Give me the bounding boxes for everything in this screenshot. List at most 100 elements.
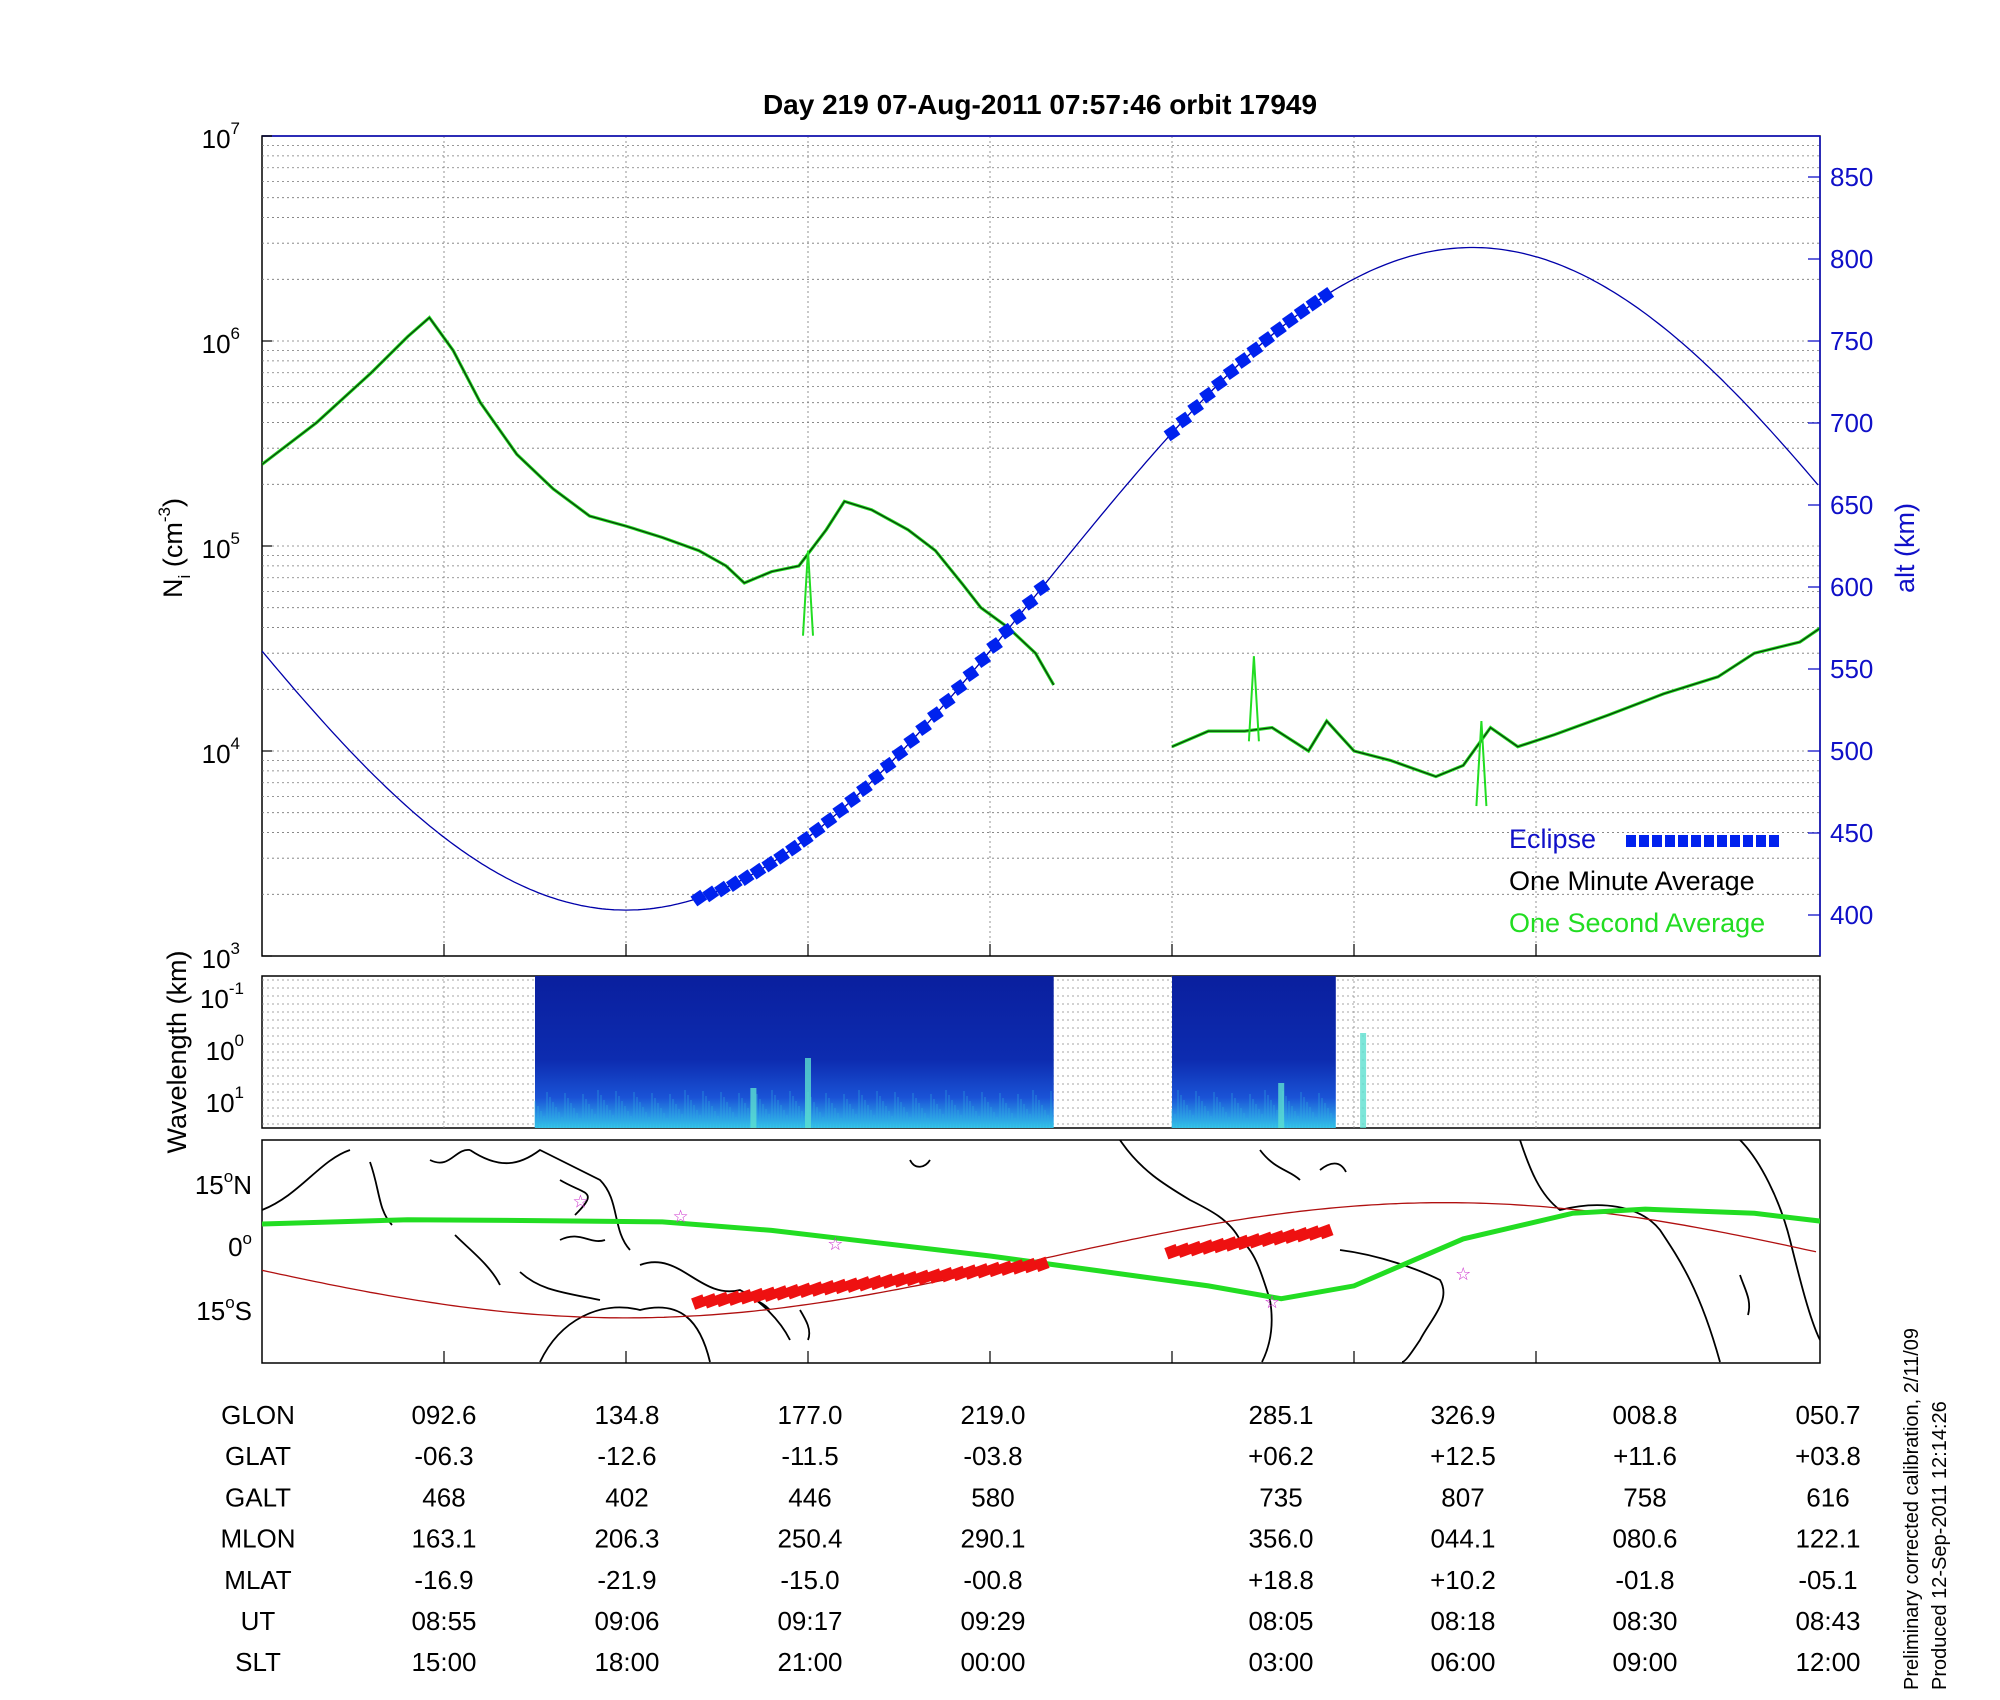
eclipse-marker (690, 889, 708, 907)
one-minute-average-line (262, 316, 1055, 686)
track-eclipse-marker (904, 1270, 920, 1287)
track-eclipse-marker (821, 1280, 837, 1296)
spectrogram-hotspot (1360, 1033, 1367, 1128)
table-cell: 03:00 (1248, 1647, 1313, 1677)
track-eclipse-marker (738, 1289, 754, 1305)
legend-eclipse-marker (1743, 835, 1753, 847)
spectrogram-hotspot (1278, 1083, 1285, 1128)
one-second-spike (1475, 720, 1488, 807)
eclipse-marker (1246, 341, 1264, 359)
track-eclipse-marker (1258, 1231, 1275, 1247)
track-eclipse-marker (951, 1265, 967, 1282)
latitude-label: 15oN (195, 1167, 252, 1200)
map-vertical-ticks (443, 1351, 1537, 1363)
ion-density-series (262, 315, 1820, 807)
track-eclipse-marker (1282, 1228, 1298, 1244)
track-eclipse-marker (986, 1261, 1003, 1278)
table-cell: 122.1 (1795, 1524, 1860, 1554)
eclipse-marker (844, 791, 861, 808)
track-eclipse-marker (691, 1294, 707, 1310)
spectrogram-block (1172, 976, 1336, 1128)
legend-eclipse-marker (1730, 835, 1740, 847)
eclipse-marker (1293, 303, 1311, 320)
track-eclipse-marker (1034, 1256, 1050, 1272)
ion-density-panel: 103 104 105 106 107 400 450 500 550 600 650 700 750… (155, 119, 1920, 974)
track-eclipse-marker (1211, 1237, 1228, 1254)
legend: Eclipse One Minute Average One Second Av… (1509, 824, 1779, 938)
legend-eclipse-label: Eclipse (1509, 824, 1596, 854)
table-cell: 402 (605, 1482, 648, 1512)
table-cell: 080.6 (1612, 1524, 1677, 1554)
track-eclipse-marker (880, 1273, 896, 1289)
spectrogram-image (534, 976, 1367, 1128)
right-axis-ticks: 400 450 500 550 600 650 700 750 800 850 (1808, 162, 1873, 930)
legend-eclipse-marker (1639, 835, 1649, 847)
eclipse-marker (938, 692, 956, 710)
table-cell: 008.8 (1612, 1400, 1677, 1430)
table-cell: -16.9 (414, 1565, 473, 1595)
left-axis-ticks: 103 104 105 106 107 (202, 119, 272, 974)
table-cell: -00.8 (963, 1565, 1022, 1595)
table-cell: 08:30 (1612, 1606, 1677, 1636)
table-cell: +10.2 (1430, 1565, 1496, 1595)
altitude-tick-label: 500 (1830, 736, 1873, 766)
note-line-1: Preliminary corrected calibration, 2/11/… (1901, 1328, 1923, 1690)
track-eclipse-marker (797, 1282, 813, 1299)
eclipse-marker (986, 637, 1003, 654)
altitude-tick-label: 850 (1830, 162, 1873, 192)
one-second-spike (802, 550, 814, 636)
spectrogram-ticks: 10-1 100 101 (200, 979, 244, 1118)
latitude-label: 0o (228, 1229, 252, 1262)
table-cell: 616 (1806, 1482, 1849, 1512)
track-eclipse-marker (1294, 1226, 1310, 1243)
eclipse-marker (749, 862, 767, 880)
table-row-label: UT (241, 1606, 276, 1636)
orbit-parameter-table: GLON 092.6 134.8 177.0 219.0 285.1 326.9 008.8 0… (220, 1400, 1860, 1677)
eclipse-markers (690, 286, 1335, 907)
spectrogram-block (535, 976, 1054, 1128)
altitude-tick-label: 400 (1830, 900, 1873, 930)
altitude-axis-label: alt (km) (1890, 503, 1920, 593)
track-eclipse-marker (702, 1293, 719, 1309)
track-eclipse-marker (915, 1269, 932, 1286)
track-eclipse-marker (1306, 1225, 1322, 1241)
table-cell: -05.1 (1798, 1565, 1857, 1595)
track-eclipse-marker (1270, 1230, 1287, 1246)
table-cell: 356.0 (1248, 1524, 1313, 1554)
eclipse-marker (1210, 374, 1228, 392)
legend-eclipse-marker (1704, 835, 1714, 847)
track-eclipse-marker (1164, 1244, 1180, 1260)
table-cell: 446 (788, 1482, 831, 1512)
table-cell: 06:00 (1430, 1647, 1495, 1677)
legend-eclipse-marker (1626, 835, 1636, 847)
track-eclipse-marker (1247, 1233, 1263, 1249)
altitude-tick-label: 550 (1830, 654, 1873, 684)
eclipse-marker (927, 706, 944, 723)
eclipse-marker (796, 831, 814, 848)
production-note: Preliminary corrected calibration, 2/11/… (1901, 1328, 1951, 1690)
table-cell: +06.2 (1248, 1441, 1314, 1471)
table-cell: 735 (1259, 1482, 1302, 1512)
table-cell: 580 (971, 1482, 1014, 1512)
legend-eclipse-marker (1652, 835, 1662, 847)
eclipse-marker (867, 768, 885, 786)
eclipse-marker (785, 839, 802, 857)
eclipse-marker (1317, 286, 1335, 304)
track-eclipse-marker (726, 1290, 742, 1306)
one-minute-average-line (1171, 627, 1820, 778)
latitude-label: 15oS (196, 1293, 252, 1326)
legend-eclipse-marker (1717, 835, 1727, 847)
track-eclipse-marker (1223, 1236, 1239, 1252)
eclipse-marker (1199, 386, 1216, 404)
note-line-2: Produced 12-Sep-2011 12:14:26 (1929, 1401, 1951, 1690)
table-cell: 09:00 (1612, 1647, 1677, 1677)
table-row-label: MLAT (224, 1565, 292, 1595)
eclipse-marker (820, 812, 838, 829)
table-cell: 219.0 (960, 1400, 1025, 1430)
table-cell: 290.1 (960, 1524, 1025, 1554)
map-content: ☆ ☆ ☆ ☆ ☆ (262, 1140, 1820, 1363)
track-eclipse-marker (1318, 1223, 1334, 1240)
eclipse-marker (998, 622, 1015, 640)
event-star: ☆ (1264, 1292, 1280, 1313)
legend-one-minute-label: One Minute Average (1509, 866, 1755, 896)
